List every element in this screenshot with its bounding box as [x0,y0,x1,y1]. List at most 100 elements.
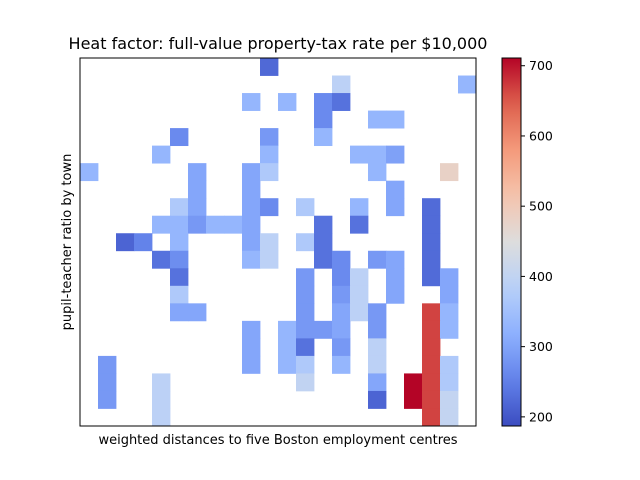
heatmap-cell [242,93,261,111]
heatmap-cell [332,338,351,357]
heatmap-cell [296,285,315,304]
heatmap-cell [314,320,333,339]
colorbar-strip [501,57,522,427]
heatmap-cell [386,110,405,129]
heatmap-cell [170,250,189,269]
heatmap-cell [188,163,207,182]
heatmap-cell [152,390,171,409]
colorbar-tick-label: 400 [529,269,553,284]
colorbar-ticks: 200 300 400 500 600 700 [521,58,553,424]
heatmap-cell [314,110,333,129]
heatmap-cell [368,145,387,164]
heatmap-cell [296,320,315,339]
heatmap-cell [386,180,405,199]
heatmap-cell [404,373,423,392]
heatmap-cell [368,373,387,392]
heatmap-cell [314,250,333,269]
heatmap-cell [332,285,351,304]
heatmap-cell [152,408,171,427]
heatmap-cell [206,215,225,234]
heatmap-cell [314,215,333,234]
heatmap-cell [422,233,441,252]
plot-frame [79,57,477,427]
heatmap-cell [314,93,333,111]
heatmap-cell [224,215,243,234]
heatmap-cell [170,215,189,234]
heatmap-cell [440,303,459,322]
heatmap-cell [98,373,117,392]
heatmap-cell [368,303,387,322]
heatmap-cell [314,233,333,252]
heatmap-cell [440,320,459,339]
colorbar-tick-label: 600 [529,128,553,143]
heatmap-cell [332,93,351,111]
heatmap-cell [152,373,171,392]
heatmap-cell [170,233,189,252]
heatmap-cell [386,285,405,304]
heatmap-cell [278,355,297,374]
heatmap-cell [152,145,171,164]
heatmap-cell [440,285,459,304]
heatmap-cell [422,338,441,357]
heatmap-cell [242,215,261,234]
heatmap-cell [170,303,189,322]
heatmap-cell [422,320,441,339]
colorbar-tick-label: 200 [529,409,553,424]
heatmap-cell [350,145,369,164]
heatmap-cell [260,233,279,252]
heatmap-cell [116,233,135,252]
heatmap-cell [440,268,459,287]
heatmap-cell [332,355,351,374]
heatmap-cell [422,268,441,287]
heatmap-cell [422,408,441,427]
heatmap-cell [278,320,297,339]
heatmap-cell [260,250,279,269]
heatmap-cell [404,390,423,409]
heatmap-cell [242,338,261,357]
heatmap-cell [296,373,315,392]
heatmap-cell [332,303,351,322]
heatmap-cell [350,215,369,234]
heatmap-cell [332,250,351,269]
heatmap-cell [422,198,441,217]
heatmap-cell [386,268,405,287]
heatmap-cell [422,250,441,269]
heatmap-cell [242,355,261,374]
heatmap-cell [278,93,297,111]
heatmap-cell [332,320,351,339]
heatmap-cell [386,250,405,269]
colorbar-tick-label: 700 [529,58,553,73]
colorbar: 200 300 400 500 600 700 [501,57,553,427]
heatmap-cell [368,355,387,374]
heatmap-cell [278,338,297,357]
heatmap-cell [296,338,315,357]
heatmap-cell [386,145,405,164]
heatmap-cell [296,303,315,322]
heatmap-cell [440,390,459,409]
heatmap-cell [368,338,387,357]
heatmap-cell [260,163,279,182]
heatmap-cell [296,355,315,374]
heatmap-cell [188,198,207,217]
heatmap-cell [386,198,405,217]
heatmap-cell [422,390,441,409]
heatmap-cell [350,285,369,304]
heatmap-cell [242,198,261,217]
heatmap-cell [368,390,387,409]
heatmap-cell [422,355,441,374]
heatmap-cell [368,250,387,269]
heatmap-cells [80,58,477,427]
heatmap-cell [260,58,279,76]
heatmap-cell [332,268,351,287]
colorbar-tick-label: 300 [529,339,553,354]
heatmap-cell [242,320,261,339]
heatmap-cell [350,303,369,322]
heatmap-cell [368,163,387,182]
heatmap-cell [170,128,189,147]
chart-title: Heat factor: full-value property-tax rat… [69,34,488,53]
x-axis-label: weighted distances to five Boston employ… [98,433,457,448]
heatmap-cell [260,198,279,217]
heatmap-cell [152,215,171,234]
heatmap-cell [368,320,387,339]
